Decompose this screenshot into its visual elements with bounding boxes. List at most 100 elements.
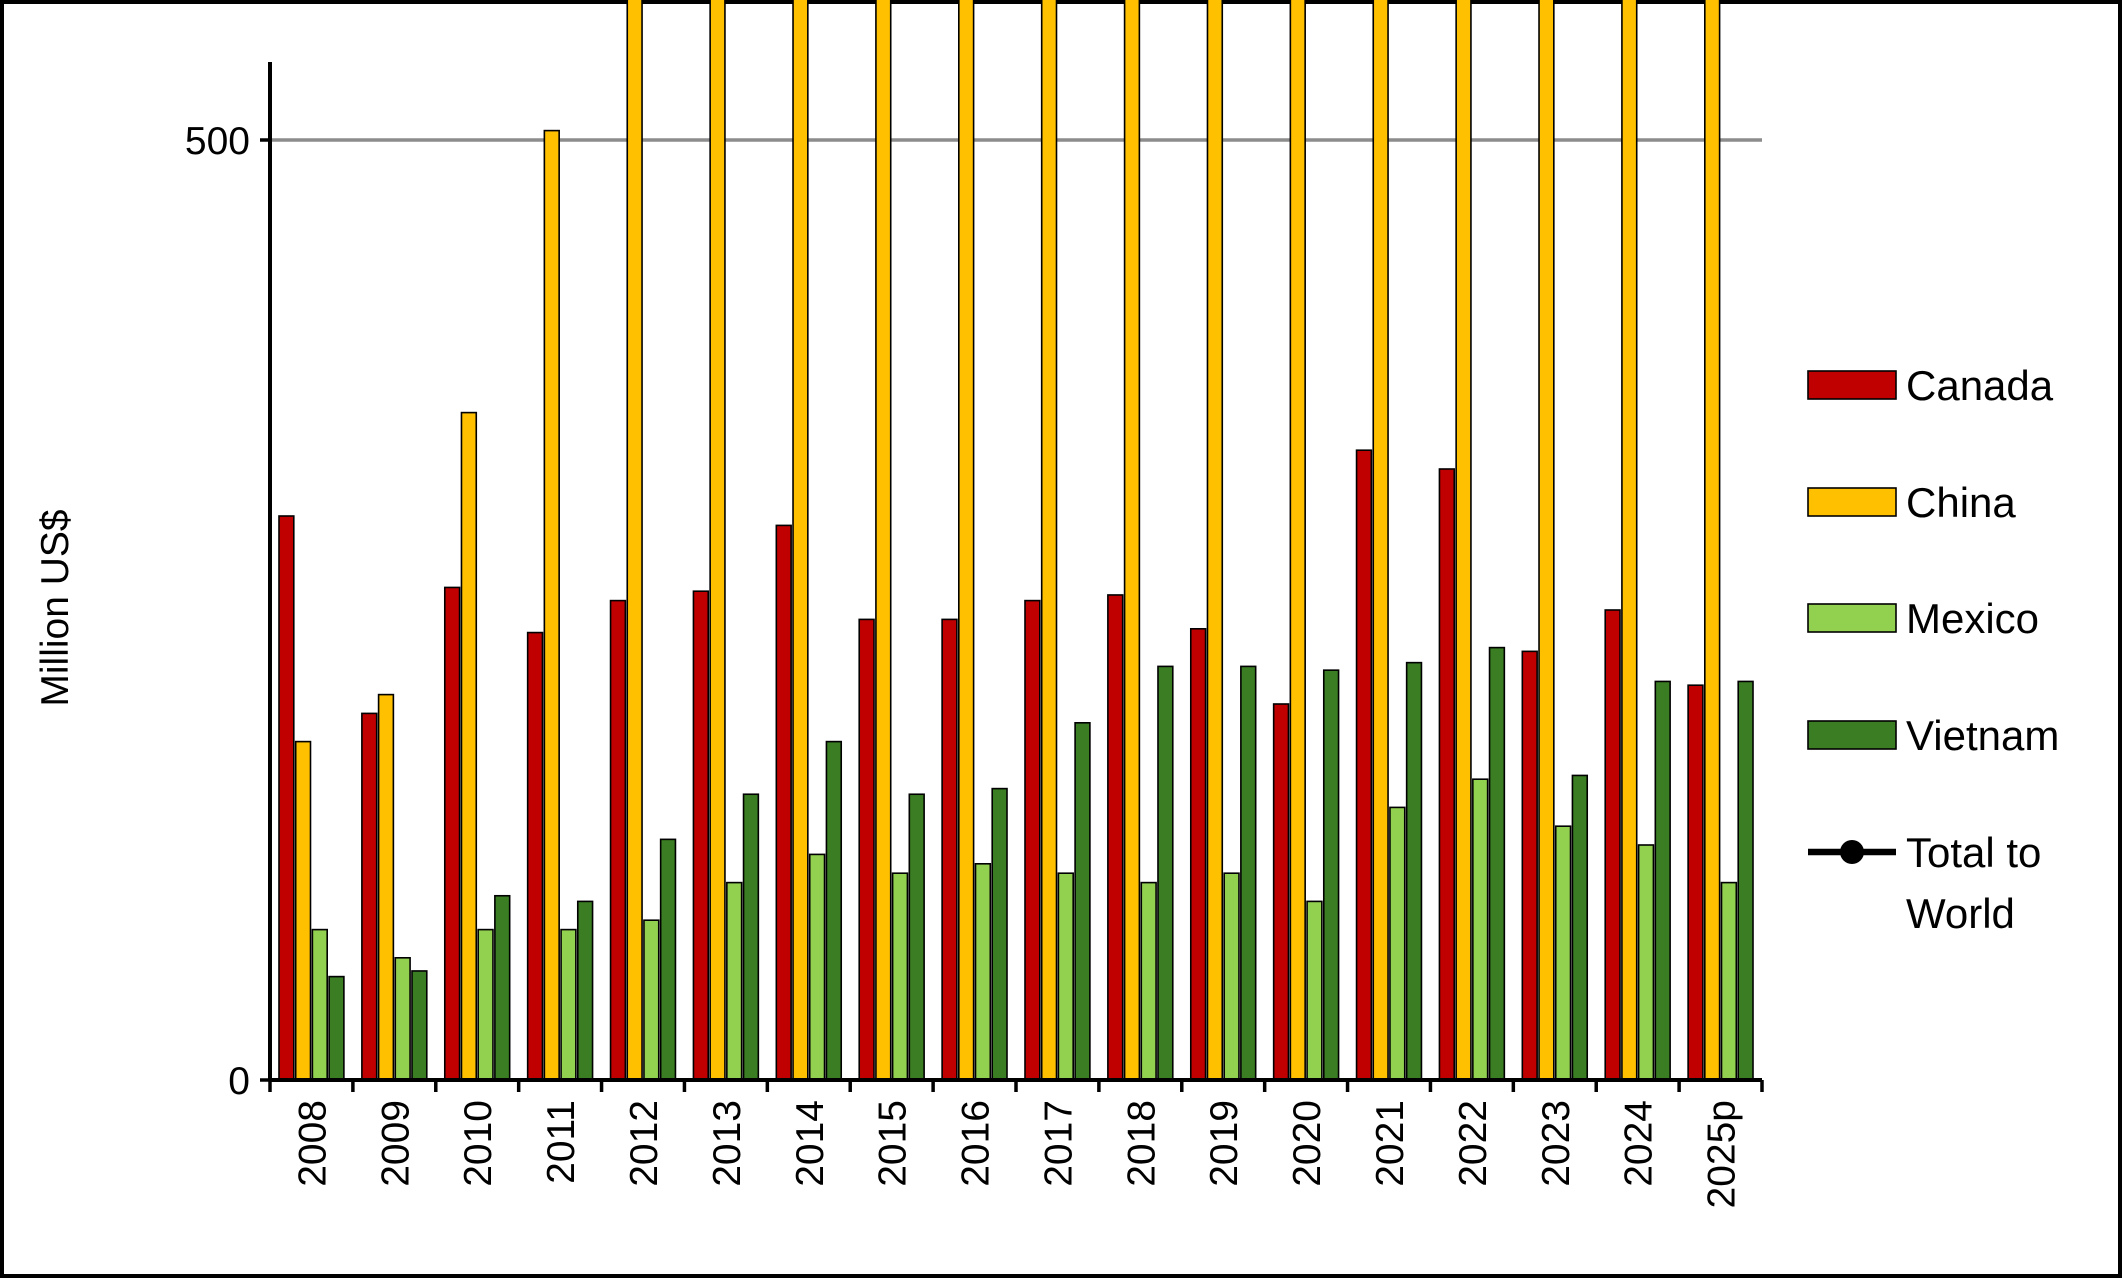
bar-china-2010 (460, 411, 478, 1081)
bar-canada-2011 (526, 631, 544, 1081)
bar-canada-2020 (1272, 703, 1290, 1081)
x-tick-labels: 2008 2009 2010 2011 2012 2013 2014 2015 2016 2017… (291, 1100, 1743, 1208)
bar-mexico-2008 (311, 928, 328, 1081)
bar-mexico-2011 (560, 928, 577, 1081)
x-tick-label: 2008 (291, 1100, 334, 1187)
bar-china-2016 (958, 0, 975, 1081)
x-tick-label: 2013 (706, 1100, 749, 1187)
y-tick-label: 500 (185, 120, 250, 163)
legend-label-china: China (1906, 479, 2016, 526)
bar-china-2008 (294, 740, 312, 1081)
x-tick-label: 2014 (789, 1100, 832, 1187)
bar-vietnam-2015 (908, 793, 925, 1081)
bar-china-2015 (875, 0, 892, 1081)
legend-swatch-china (1807, 487, 1897, 517)
bar-china-2022 (1455, 0, 1472, 1081)
bar-canada-2017 (1024, 599, 1041, 1081)
bar-vietnam-2019 (1240, 665, 1257, 1081)
bar-vietnam-2017 (1074, 721, 1091, 1081)
bar-mexico-2016 (974, 862, 992, 1081)
bar-mexico-2014 (808, 853, 826, 1081)
bar-china-2014 (792, 0, 809, 1081)
x-tick-label: 2021 (1369, 1100, 1412, 1187)
bar-canada-2025p (1687, 684, 1704, 1081)
bar-canada-2008 (278, 515, 295, 1081)
bar-china-2019 (1206, 0, 1224, 1081)
bar-canada-2013 (692, 590, 710, 1081)
bar-canada-2021 (1355, 449, 1373, 1081)
bar-vietnam-2014 (825, 740, 843, 1081)
bar-vietnam-2020 (1322, 669, 1340, 1081)
bar-canada-2010 (443, 586, 461, 1081)
bar-canada-2018 (1107, 594, 1124, 1081)
bar-canada-2022 (1438, 468, 1456, 1081)
x-tick-label: 2016 (955, 1100, 998, 1187)
bar-vietnam-2018 (1157, 665, 1174, 1081)
bar-mexico-2012 (643, 919, 660, 1081)
bar-vietnam-2010 (494, 894, 511, 1081)
legend-label-mexico: Mexico (1906, 595, 2039, 642)
bar-china-2011 (543, 129, 560, 1081)
x-tick-label: 2011 (540, 1100, 583, 1184)
bar-china-2020 (1289, 0, 1306, 1081)
bar-canada-2023 (1521, 650, 1538, 1081)
x-tick-label: 2020 (1286, 1100, 1329, 1187)
bar-mexico-2013 (726, 881, 743, 1081)
axes (260, 62, 1764, 1092)
x-tick-label: 2024 (1618, 1100, 1661, 1187)
bar-mexico-2023 (1554, 825, 1572, 1081)
bar-china-2021 (1372, 0, 1389, 1081)
bar-mexico-2024 (1637, 844, 1655, 1081)
bar-vietnam-2025p (1737, 680, 1754, 1081)
bar-china-2023 (1538, 0, 1555, 1081)
y-tick-label: 0 (228, 1060, 250, 1103)
x-tick-label: 2018 (1120, 1100, 1163, 1187)
bar-vietnam-2011 (576, 900, 594, 1081)
bar-vietnam-2016 (991, 787, 1008, 1081)
bar-canada-2012 (609, 599, 627, 1081)
gridlines (270, 138, 1762, 142)
bar-mexico-2025p (1720, 881, 1738, 1081)
bar-vietnam-2024 (1654, 680, 1671, 1081)
bar-canada-2019 (1189, 627, 1207, 1081)
bar-canada-2024 (1604, 609, 1621, 1081)
bar-canada-2016 (941, 618, 958, 1081)
bar-china-2018 (1123, 0, 1141, 1081)
bar-mexico-2019 (1223, 872, 1240, 1081)
x-tick-label: 2025p (1701, 1100, 1744, 1208)
bar-china-2013 (709, 0, 726, 1081)
bar-mexico-2015 (891, 872, 909, 1081)
bar-china-2025p (1704, 0, 1721, 1081)
x-tick-label: 2019 (1203, 1100, 1246, 1187)
legend-label-total: Total to World (1906, 829, 2041, 937)
bar-mexico-2020 (1306, 900, 1323, 1081)
x-tick-label: 2009 (374, 1100, 417, 1187)
bar-mexico-2021 (1389, 806, 1406, 1081)
bar-vietnam-2022 (1488, 646, 1506, 1081)
legend-swatch-mexico (1807, 603, 1897, 633)
bar-canada-2014 (775, 524, 792, 1081)
bar-mexico-2018 (1140, 881, 1157, 1081)
x-tick-label: 2015 (872, 1100, 915, 1187)
legend-swatch-vietnam (1807, 720, 1897, 750)
bar-china-2009 (377, 693, 395, 1081)
x-tick-label: 2012 (623, 1100, 666, 1187)
x-tick-label: 2017 (1037, 1100, 1080, 1187)
legend: Canada China Mexico Vietnam Total to World (1807, 362, 2059, 937)
bar-mexico-2010 (477, 928, 494, 1081)
bar-vietnam-2023 (1571, 774, 1589, 1081)
bar-vietnam-2021 (1405, 661, 1423, 1081)
bar-mexico-2009 (394, 956, 411, 1081)
legend-marker-total (1840, 840, 1864, 864)
x-tick-label: 2010 (457, 1100, 500, 1187)
x-tick-label: 2023 (1535, 1100, 1578, 1187)
bars (278, 0, 1754, 1081)
legend-swatch-canada (1807, 370, 1897, 400)
legend-label-vietnam: Vietnam (1906, 712, 2059, 759)
bar-canada-2009 (361, 712, 378, 1081)
bar-vietnam-2008 (328, 975, 345, 1081)
y-axis-title: Million US$ (34, 509, 77, 707)
x-tick-label: 2022 (1452, 1100, 1495, 1187)
bar-mexico-2022 (1472, 778, 1489, 1081)
